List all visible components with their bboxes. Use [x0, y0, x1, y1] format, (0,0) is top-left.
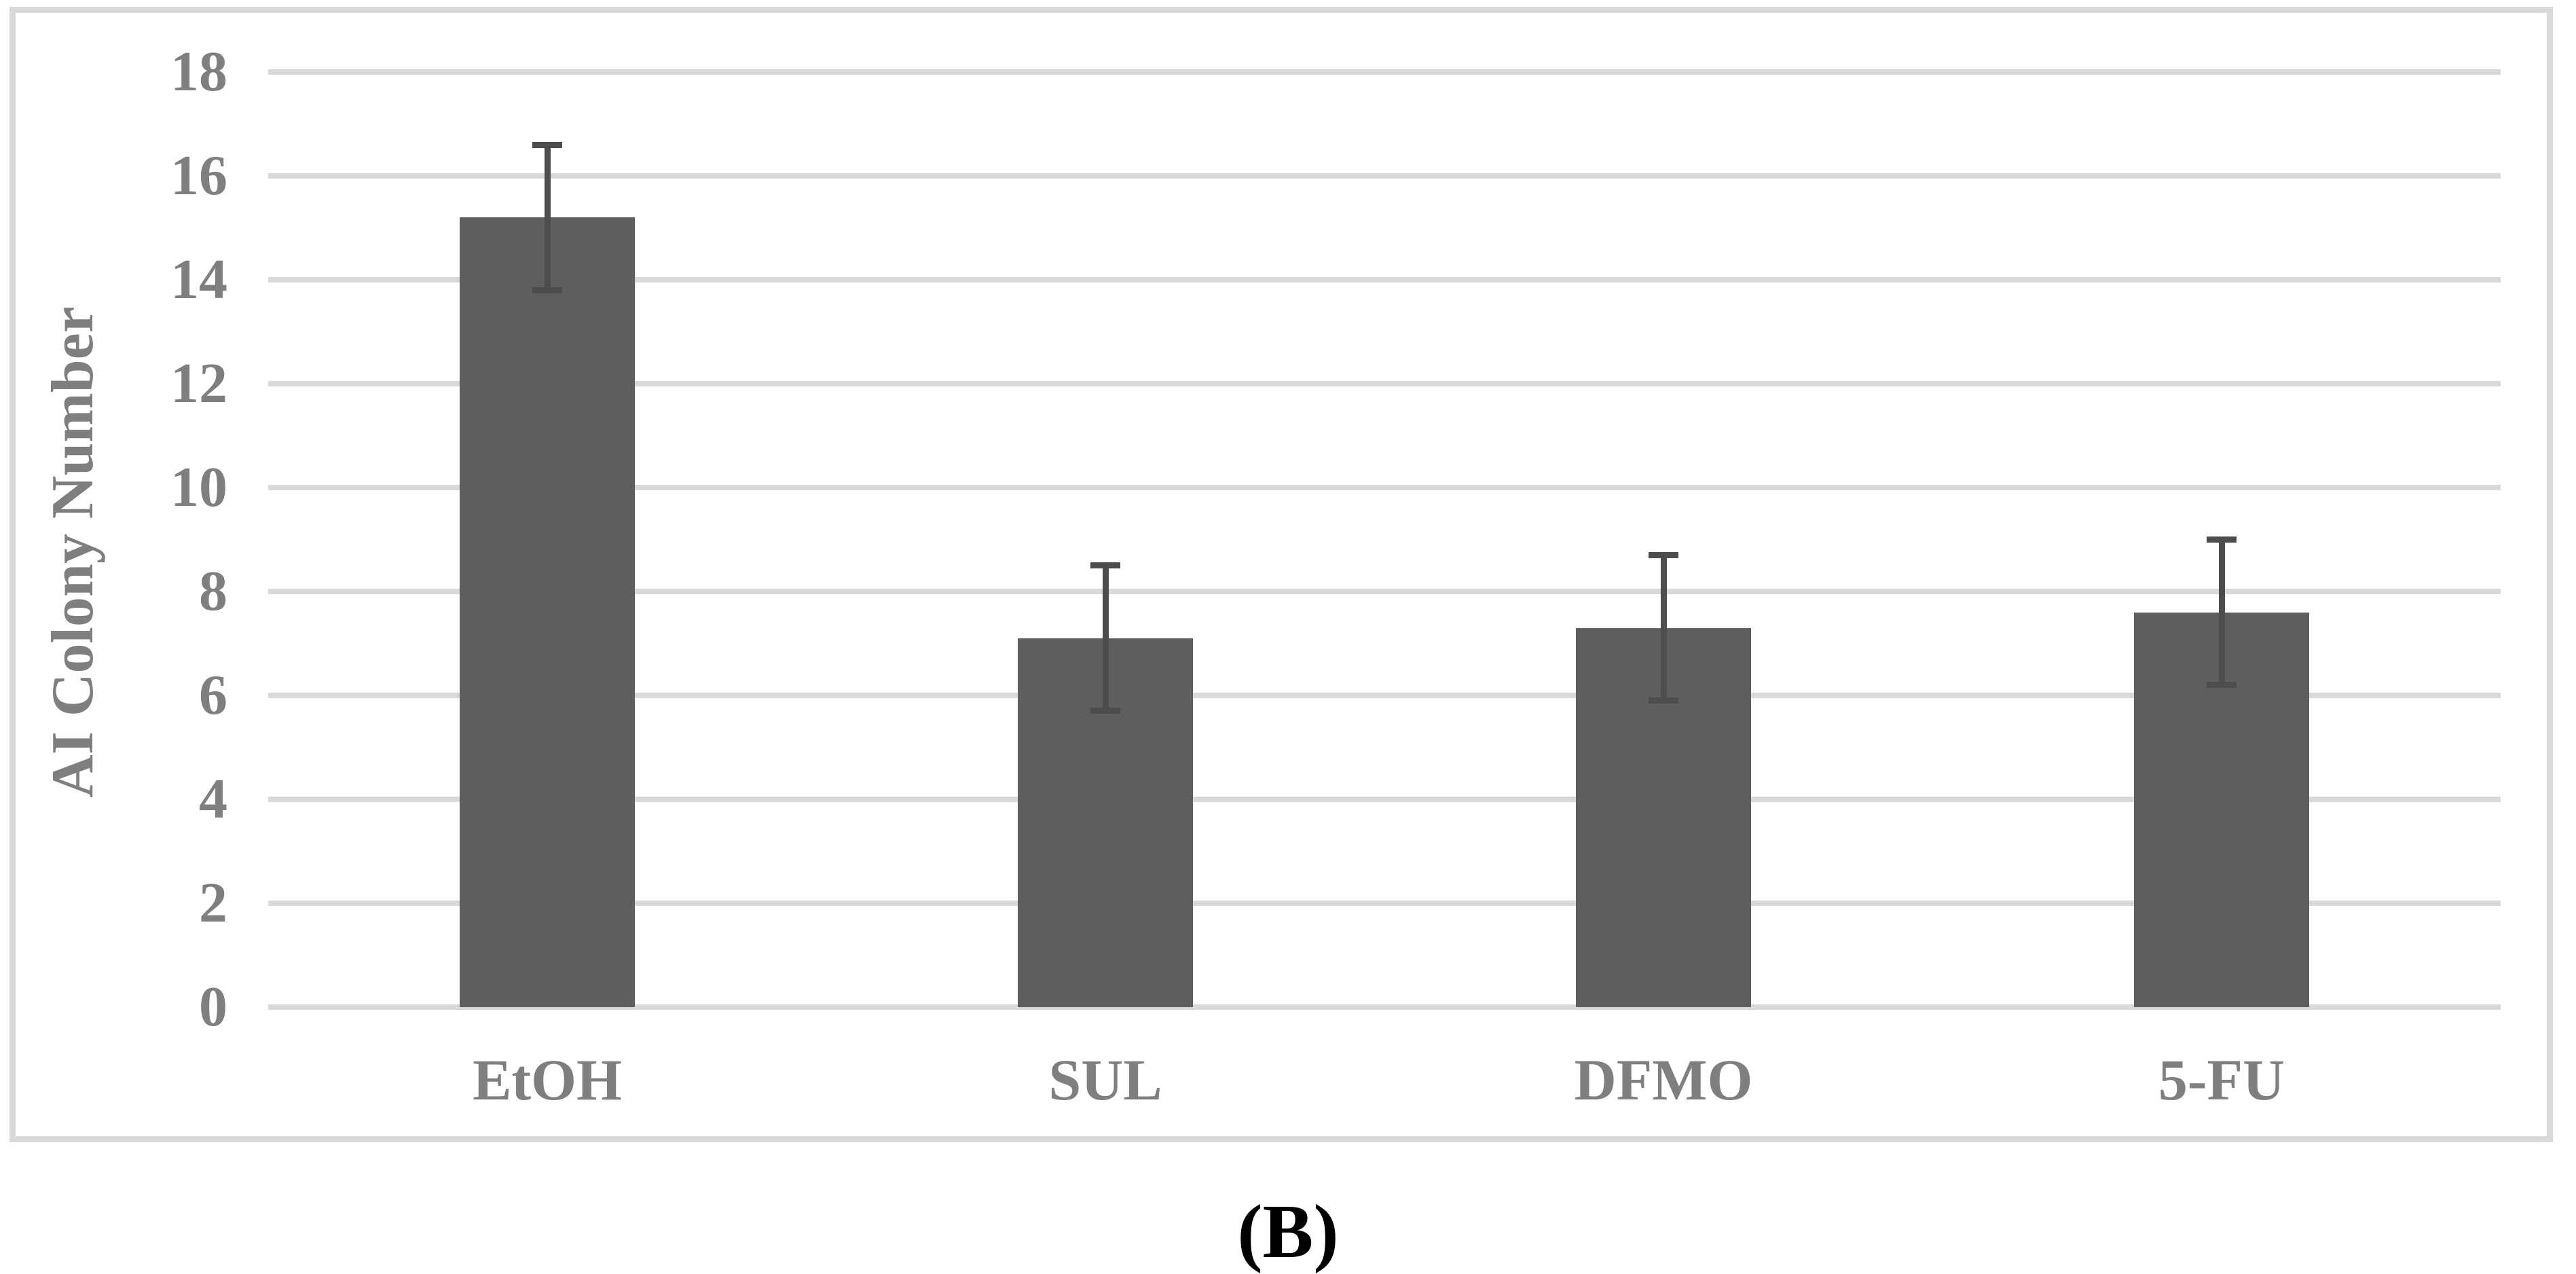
x-category-label-5-FU: 5-FU [2158, 1047, 2285, 1112]
error-bar-whisker-EtOH [544, 145, 551, 291]
gridline-y-0 [268, 1004, 2501, 1010]
error-bar-cap-top-EtOH [532, 141, 562, 148]
gridline-y-18 [268, 69, 2501, 75]
x-category-label-SUL: SUL [1048, 1047, 1162, 1112]
y-tick-label-16: 16 [170, 144, 227, 207]
y-tick-label-0: 0 [199, 975, 227, 1038]
y-tick-label-10: 10 [170, 456, 227, 519]
x-category-label-DFMO: DFMO [1574, 1047, 1753, 1112]
error-bar-whisker-DFMO [1660, 555, 1667, 701]
gridline-y-2 [268, 900, 2501, 906]
gridline-y-12 [268, 381, 2501, 386]
error-bar-cap-top-SUL [1090, 562, 1120, 569]
y-tick-label-18: 18 [170, 40, 227, 103]
error-bar-cap-bottom-SUL [1090, 708, 1120, 714]
x-category-label-EtOH: EtOH [473, 1047, 622, 1112]
y-tick-label-6: 6 [199, 663, 227, 727]
gridline-y-8 [268, 589, 2501, 594]
gridline-y-4 [268, 797, 2501, 802]
gridline-y-14 [268, 277, 2501, 283]
error-bar-whisker-5-FU [2218, 539, 2225, 685]
error-bar-cap-top-5-FU [2207, 536, 2237, 543]
y-tick-label-2: 2 [199, 871, 227, 934]
error-bar-cap-top-DFMO [1649, 551, 1678, 558]
y-tick-label-14: 14 [170, 248, 227, 311]
gridline-y-6 [268, 693, 2501, 698]
error-bar-cap-bottom-DFMO [1649, 697, 1678, 704]
bar-EtOH [460, 217, 635, 1007]
y-tick-label-12: 12 [170, 352, 227, 415]
error-bar-cap-bottom-5-FU [2207, 682, 2237, 689]
error-bar-cap-bottom-EtOH [532, 287, 562, 293]
gridline-y-10 [268, 485, 2501, 490]
y-tick-label-8: 8 [199, 560, 227, 623]
figure-caption: (B) [1237, 1190, 1339, 1274]
error-bar-whisker-SUL [1102, 565, 1109, 711]
figure-border: AI Colony Number [10, 7, 2553, 1142]
plot-area [268, 69, 2501, 1010]
gridline-y-16 [268, 173, 2501, 179]
y-tick-label-4: 4 [199, 767, 227, 831]
